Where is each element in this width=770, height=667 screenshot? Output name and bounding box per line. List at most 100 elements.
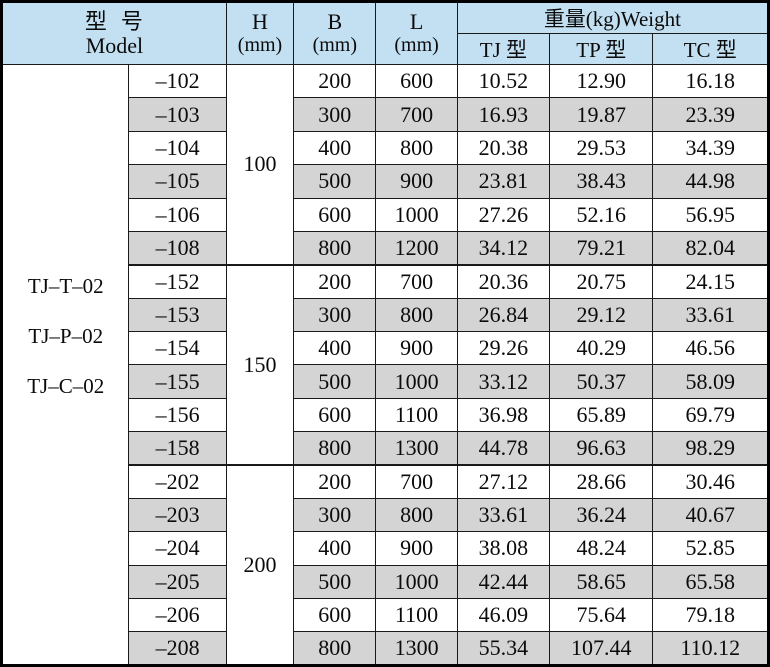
table-row: –155 500 1000 33.12 50.37 58.09 — [2, 364, 769, 399]
l-value-cell: 800 — [375, 497, 458, 533]
table-row: –106 600 1000 27.26 52.16 56.95 — [2, 197, 769, 232]
b-value-cell: 400 — [293, 330, 377, 366]
tc-weight-cell: 46.56 — [652, 330, 769, 366]
tp-weight-cell: 96.63 — [549, 431, 654, 466]
model-suffix-cell: –204 — [128, 531, 227, 566]
l-value-cell: 1000 — [375, 364, 458, 399]
b-value-cell: 400 — [293, 130, 377, 166]
tj-weight-cell: 38.08 — [456, 531, 551, 566]
l-value-cell: 1000 — [375, 197, 458, 232]
tj-weight-cell: 20.38 — [456, 130, 551, 166]
tj-weight-cell: 46.09 — [456, 597, 551, 633]
header-model-en: Model — [85, 33, 144, 59]
model-series-label: TJ–C–02 — [27, 374, 105, 399]
tj-weight-cell: 33.61 — [456, 497, 551, 533]
b-value-cell: 200 — [293, 463, 377, 499]
tp-weight-cell: 19.87 — [549, 97, 654, 132]
tp-weight-cell: 48.24 — [549, 531, 654, 566]
model-suffix-cell: –104 — [128, 130, 227, 166]
tp-weight-cell: 107.44 — [549, 631, 654, 666]
tc-weight-cell: 56.95 — [652, 197, 769, 232]
b-value-cell: 800 — [293, 631, 377, 666]
b-value-cell: 600 — [293, 597, 377, 633]
h-value-cell: 200 — [225, 464, 295, 666]
tp-weight-cell: 29.53 — [549, 130, 654, 166]
b-value-cell: 800 — [293, 230, 377, 266]
model-series-label: TJ–P–02 — [28, 323, 104, 348]
tp-weight-cell: 38.43 — [549, 164, 654, 199]
header-row-top: 型 号 Model H (mm) B (mm) L (mm) 重量(kg)Wei… — [1, 1, 770, 65]
tp-weight-cell: 29.12 — [549, 297, 654, 333]
table-row: –208 800 1300 55.34 107.44 110.12 — [2, 631, 769, 666]
model-suffix-cell: –152 — [128, 263, 227, 299]
b-value-cell: 600 — [293, 197, 377, 232]
tp-weight-cell: 65.89 — [549, 397, 654, 433]
table-row: –203 300 800 33.61 36.24 40.67 — [2, 497, 769, 533]
tc-weight-cell: 33.61 — [652, 297, 769, 333]
tj-weight-cell: 42.44 — [456, 564, 551, 600]
tp-weight-cell: 52.16 — [549, 197, 654, 232]
tc-weight-cell: 82.04 — [652, 230, 769, 266]
b-value-cell: 300 — [293, 297, 377, 333]
b-value-cell: 500 — [293, 364, 377, 399]
l-value-cell: 700 — [375, 263, 458, 299]
table-row: –153 300 800 26.84 29.12 33.61 — [2, 297, 769, 333]
tj-weight-cell: 20.36 — [456, 263, 551, 299]
l-value-cell: 900 — [375, 164, 458, 199]
tp-weight-cell: 58.65 — [549, 564, 654, 600]
tp-weight-cell: 40.29 — [549, 330, 654, 366]
table-row: –108 800 1200 34.12 79.21 82.04 — [2, 230, 769, 266]
l-value-cell: 1000 — [375, 564, 458, 600]
header-tc-type: TC 型 — [652, 33, 769, 65]
tj-weight-cell: 29.26 — [456, 330, 551, 366]
table-body: TJ–T–02 TJ–P–02 TJ–C–02 –102 100 200 600 10.52 1… — [0, 63, 769, 666]
header-model-cn: 型 号 — [84, 8, 144, 34]
header-model: 型 号 Model — [1, 1, 227, 65]
tc-weight-cell: 52.85 — [652, 531, 769, 566]
tp-weight-cell: 50.37 — [549, 364, 654, 399]
model-suffix-cell: –205 — [128, 564, 227, 600]
l-value-cell: 1300 — [375, 431, 458, 466]
tc-weight-cell: 23.39 — [652, 97, 769, 132]
tp-weight-cell: 20.75 — [549, 263, 654, 299]
l-value-cell: 1100 — [375, 597, 458, 633]
l-value-cell: 800 — [375, 130, 458, 166]
tp-weight-cell: 28.66 — [549, 463, 654, 499]
model-series-cell: TJ–T–02 TJ–P–02 TJ–C–02 — [0, 64, 130, 666]
b-value-cell: 500 — [293, 564, 377, 600]
header-b: B (mm) — [293, 1, 377, 65]
table-row: –204 400 900 38.08 48.24 52.85 — [2, 531, 769, 566]
header-b-unit: (mm) — [312, 34, 357, 57]
model-suffix-cell: –156 — [128, 397, 227, 433]
header-h-label: H — [252, 8, 268, 34]
tj-weight-cell: 23.81 — [456, 164, 551, 199]
h-value-cell: 100 — [225, 63, 295, 266]
tj-weight-cell: 10.52 — [456, 63, 551, 99]
header-l-unit: (mm) — [394, 34, 439, 57]
tp-weight-cell: 36.24 — [549, 497, 654, 533]
tc-weight-cell: 44.98 — [652, 164, 769, 199]
model-suffix-cell: –155 — [128, 364, 227, 399]
model-suffix-cell: –103 — [128, 97, 227, 132]
tj-weight-cell: 36.98 — [456, 397, 551, 433]
header-h-unit: (mm) — [237, 34, 283, 57]
model-suffix-cell: –202 — [128, 463, 227, 499]
tc-weight-cell: 34.39 — [652, 130, 769, 166]
model-suffix-cell: –154 — [128, 330, 227, 366]
tc-weight-cell: 58.09 — [652, 364, 769, 399]
l-value-cell: 700 — [375, 463, 458, 499]
tj-weight-cell: 34.12 — [456, 230, 551, 266]
b-value-cell: 500 — [293, 164, 377, 199]
table-row: –152 150 200 700 20.36 20.75 24.15 — [2, 263, 769, 466]
table-row: –205 500 1000 42.44 58.65 65.58 — [2, 564, 769, 600]
tj-weight-cell: 33.12 — [456, 364, 551, 399]
model-suffix-cell: –208 — [128, 631, 227, 666]
l-value-cell: 1200 — [375, 230, 458, 266]
header-tj-type: TJ 型 — [456, 33, 551, 65]
tc-weight-cell: 40.67 — [652, 497, 769, 533]
l-value-cell: 600 — [375, 63, 458, 99]
tj-weight-cell: 16.93 — [456, 97, 551, 132]
header-l: L (mm) — [375, 1, 458, 65]
tc-weight-cell: 79.18 — [652, 597, 769, 633]
